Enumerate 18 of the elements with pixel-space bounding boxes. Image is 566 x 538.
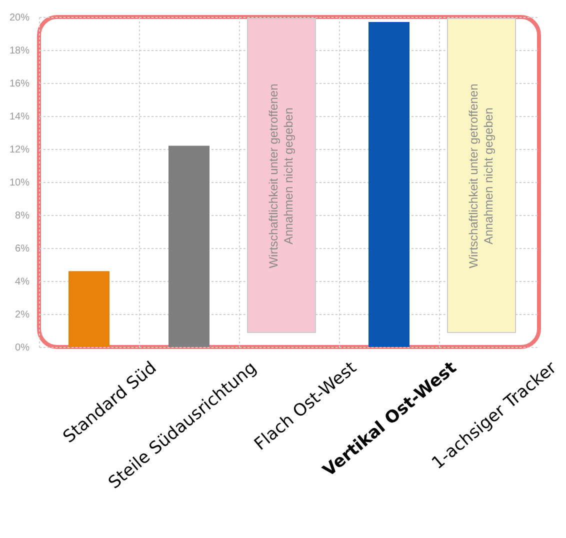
note-box: Wirtschaftlichkeit unter getroffenen Annahmen nicht gegeben (246, 18, 316, 334)
y-tick-label: 6% (15, 244, 30, 254)
y-tick-label: 18% (9, 46, 30, 56)
note-box: Wirtschaftlichkeit unter getroffenen Annahmen nicht gegeben (446, 18, 516, 334)
y-tick-label: 20% (9, 12, 30, 24)
annotation: Wirtschaftlichkeit unter getroffenen Annahmen nicht gegeben (266, 83, 296, 268)
bar (68, 271, 110, 347)
bar (368, 22, 410, 347)
y-tick-label: 16% (9, 78, 30, 90)
y-tick-label: 0% (15, 342, 30, 354)
annotation: Wirtschaftlichkeit unter getroffenen Annahmen nicht gegeben (466, 83, 496, 268)
y-tick-label: 12% (9, 144, 30, 156)
y-tick-label: 4% (15, 276, 30, 288)
y-tick-label: 2% (15, 310, 30, 320)
bar (168, 146, 210, 347)
y-tick-label: 8% (15, 210, 30, 222)
y-tick-label: 10% (9, 178, 30, 188)
y-tick-label: 14% (9, 112, 30, 122)
